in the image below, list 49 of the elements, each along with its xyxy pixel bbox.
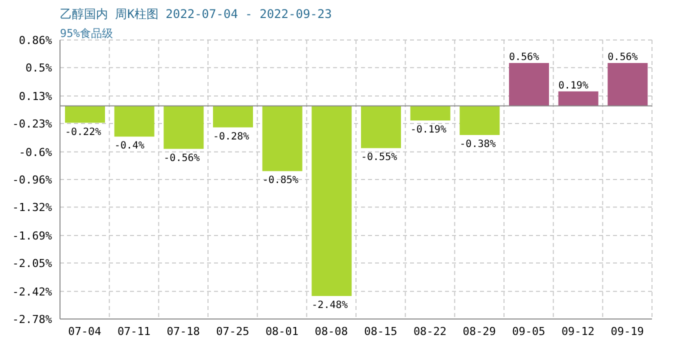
bar — [262, 106, 302, 172]
x-tick-label: 08-29 — [462, 324, 496, 338]
x-tick-label: 09-19 — [610, 324, 644, 338]
data-label: -0.55% — [361, 152, 398, 164]
y-tick-label: -2.78% — [12, 312, 52, 326]
bar — [509, 62, 549, 106]
data-label: 0.56% — [509, 52, 540, 63]
x-tick-label: 07-25 — [216, 324, 250, 338]
bar — [558, 91, 598, 106]
data-label: -0.4% — [114, 140, 144, 152]
bar — [164, 106, 204, 149]
x-tick-label: 08-08 — [314, 324, 348, 338]
bar — [312, 106, 352, 296]
data-label: -0.28% — [213, 131, 250, 142]
bar — [460, 106, 500, 136]
bar — [213, 106, 253, 128]
data-label: -0.56% — [164, 152, 200, 164]
bar — [608, 62, 648, 106]
x-tick-label: 07-18 — [166, 324, 200, 338]
chart-subtitle: 95%食品级 — [60, 26, 113, 41]
data-label: 0.19% — [558, 80, 588, 92]
y-tick-label: -0.96% — [12, 173, 52, 186]
y-tick-label: -2.42% — [12, 285, 52, 298]
y-tick-label: -0.6% — [18, 146, 52, 159]
x-tick-label: 07-04 — [68, 324, 102, 338]
y-tick-label: -1.32% — [12, 201, 52, 214]
bar — [410, 106, 450, 120]
x-tick-label: 08-01 — [265, 324, 299, 338]
y-tick-label: -1.69% — [12, 229, 52, 242]
chart-title: 乙醇国内 周K柱图 2022-07-04 - 2022-09-23 — [60, 6, 332, 23]
y-tick-label: 0.86% — [18, 34, 52, 47]
x-tick-label: 09-12 — [561, 324, 595, 338]
bar — [361, 106, 401, 148]
y-tick-label: -2.05% — [12, 256, 52, 270]
data-label: -0.85% — [262, 175, 298, 186]
data-label: -0.19% — [410, 124, 446, 136]
x-tick-label: 08-15 — [364, 324, 398, 338]
data-label: -0.38% — [460, 139, 496, 150]
x-tick-label: 07-11 — [117, 324, 151, 338]
x-tick-label: 08-22 — [413, 324, 447, 338]
x-tick-label: 09-05 — [512, 324, 546, 338]
data-label: -2.48% — [312, 300, 348, 312]
data-label: 0.56% — [608, 52, 638, 63]
y-tick-label: -0.23% — [12, 117, 52, 130]
y-tick-label: 0.5% — [26, 62, 52, 74]
y-tick-label: 0.13% — [18, 90, 52, 103]
bar — [65, 106, 105, 123]
data-label: -0.22% — [65, 126, 102, 138]
bar — [114, 106, 154, 137]
